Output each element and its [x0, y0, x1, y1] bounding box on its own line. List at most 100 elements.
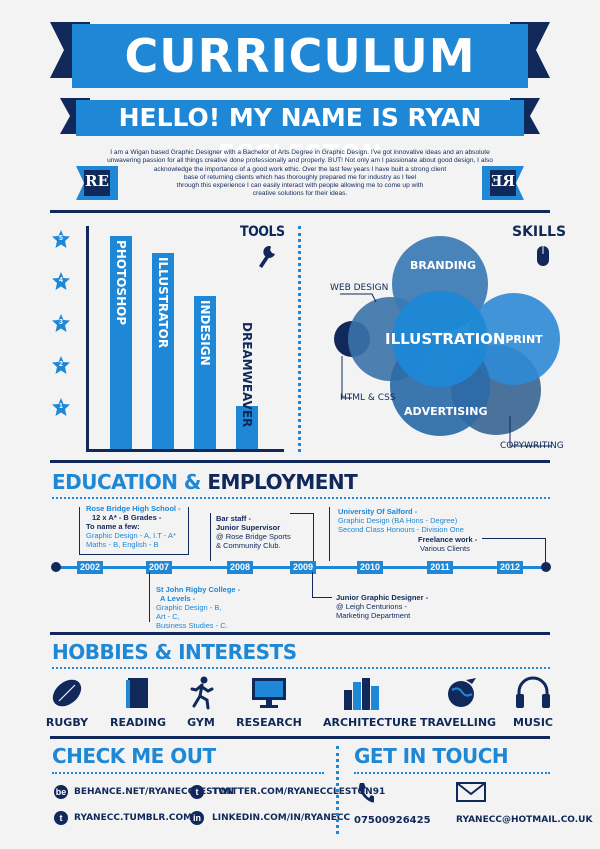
edu-salford: University Of Salford - Graphic Design (… [338, 507, 464, 534]
headphones-icon [516, 676, 550, 708]
skill-copywriting: COPYWRITING [500, 441, 564, 451]
tumblr-link[interactable]: RYANECC.TUMBLR.COM [74, 813, 193, 823]
rating-star-5: 5 [52, 230, 70, 248]
connector [312, 572, 332, 598]
divider [50, 632, 550, 635]
runner-icon [190, 676, 214, 710]
column-divider [336, 746, 339, 834]
skill-print: PRINT [505, 333, 543, 346]
education-title-navy: EMPLOYMENT [207, 470, 358, 494]
skill-advertising: ADVERTISING [404, 405, 488, 418]
edu-line: & Community Club. [216, 541, 281, 550]
skill-branding: BRANDING [410, 259, 477, 272]
intro-line: unwavering passion for all things creati… [107, 157, 493, 165]
connector [210, 513, 211, 561]
rating-star-2: 2 [52, 356, 70, 374]
intro-line: acknowledge the importance of a good wor… [153, 165, 447, 173]
skills-venn [334, 236, 560, 447]
connector [290, 513, 314, 561]
hobby-reading: READING [110, 716, 166, 729]
edu-line: Art - C, [156, 612, 180, 621]
tool-bar [152, 253, 174, 449]
dotted-divider [52, 667, 550, 669]
hobby-architecture: ARCHITECTURE [323, 716, 417, 729]
hobby-rugby: RUGBY [45, 716, 89, 729]
behance-icon[interactable]: be [54, 785, 68, 799]
edu-rose-bridge: Rose Bridge High School - 12 x A* - B Gr… [86, 504, 181, 549]
twitter-icon[interactable]: t [190, 785, 204, 799]
skill-web-design: WEB DESIGN [330, 283, 389, 293]
edu-head: Bar staff - [216, 514, 252, 523]
tool-label: DREAMWEAVER [240, 322, 254, 428]
tool-label: INDESIGN [198, 299, 212, 366]
phone-number[interactable]: 07500926425 [354, 815, 431, 826]
edu-junior-designer: Junior Graphic Designer - @ Leigh Centur… [336, 593, 428, 620]
tools-x-axis [86, 449, 284, 452]
education-title-amp: & [183, 470, 201, 494]
year-2010: 2010 [357, 561, 383, 574]
divider [50, 460, 550, 463]
skills-title: SKILLS [512, 224, 567, 240]
edu-freelance: Freelance work - Various Clients [418, 535, 477, 553]
mouse-icon [537, 246, 549, 266]
globe-plane-icon [448, 678, 476, 707]
edu-head: Junior Supervisor [216, 523, 281, 532]
dotted-divider [354, 772, 550, 774]
logo-left: RE [76, 166, 118, 200]
monitor-icon [252, 678, 286, 708]
tools-title: TOOLS [240, 224, 285, 240]
intro-line: creative solutions for their ideas. [252, 190, 348, 198]
skill-circle [392, 291, 488, 387]
edu-head: Junior Graphic Designer - [336, 593, 429, 602]
edu-head: University Of Salford - [338, 507, 418, 516]
rating-star-label: 2 [59, 361, 63, 368]
tool-label: ILLUSTRATOR [156, 257, 170, 349]
hobby-research: RESEARCH [236, 716, 302, 729]
tool-bar [194, 295, 216, 449]
edu-line: Second Class Honours - Division One [338, 525, 464, 534]
edu-line: @ Rose Bridge Sports [216, 532, 291, 541]
tool-bar [110, 236, 132, 449]
divider [50, 210, 550, 213]
edu-line: Graphic Design (BA Hons - Degree) [338, 516, 458, 525]
tumblr-icon[interactable]: t [54, 811, 68, 825]
edu-line: @ Leigh Centurions - [336, 602, 407, 611]
hobby-travelling: TRAVELLING [419, 716, 497, 729]
check-title: CHECK ME OUT [52, 744, 216, 768]
buildings-icon [344, 678, 379, 710]
rating-star-label: 5 [59, 235, 63, 242]
subtitle: HELLO! MY NAME IS RYAN ECCLESTON [76, 100, 524, 168]
connector [79, 507, 189, 555]
rating-star-label: 4 [59, 277, 63, 284]
behance-link[interactable]: BEHANCE.NET/RYANECCLESTON [74, 787, 234, 797]
intro-text: I am a Wigan based Graphic Designer with… [60, 149, 540, 199]
column-divider [298, 226, 301, 452]
edu-line: Marketing Department [336, 611, 411, 620]
edu-bar-staff: Bar staff - Junior Supervisor @ Rose Bri… [216, 514, 291, 550]
twitter-link[interactable]: TWITTER.COM/RYANECCLESTON91 [212, 787, 386, 797]
edu-head: A Levels - [160, 594, 196, 603]
connector [482, 538, 546, 562]
connector [329, 507, 330, 561]
edu-st-john-rigby: St John Rigby College - A Levels - Graph… [156, 585, 240, 630]
rating-star-4: 4 [52, 272, 70, 290]
linkedin-link[interactable]: LINKEDIN.COM/IN/RYANECC [212, 813, 351, 823]
book-icon [126, 678, 148, 708]
edu-line: Graphic Design - B, [156, 603, 222, 612]
hobby-music: MUSIC [513, 716, 553, 729]
rating-star-label: 3 [59, 319, 63, 326]
edu-head: To name a few: [86, 522, 140, 531]
skill-html-css: HTML & CSS [340, 393, 396, 403]
edu-line: Business Studies - C. [156, 621, 228, 630]
edu-line: Maths - B, English - B [86, 540, 159, 549]
tools-y-axis [86, 226, 89, 452]
edu-head: Freelance work - [418, 535, 478, 544]
email-address[interactable]: RYANECC@HOTMAIL.CO.UK [456, 815, 593, 825]
year-2007: 2007 [146, 561, 172, 574]
education-title-blue: EDUCATION [52, 470, 178, 494]
tool-bar [236, 406, 258, 449]
phone-icon [359, 783, 374, 803]
timeline-end-dot [541, 562, 551, 572]
hobbies-title: HOBBIES & INTERESTS [52, 640, 297, 664]
linkedin-icon[interactable]: in [190, 811, 204, 825]
